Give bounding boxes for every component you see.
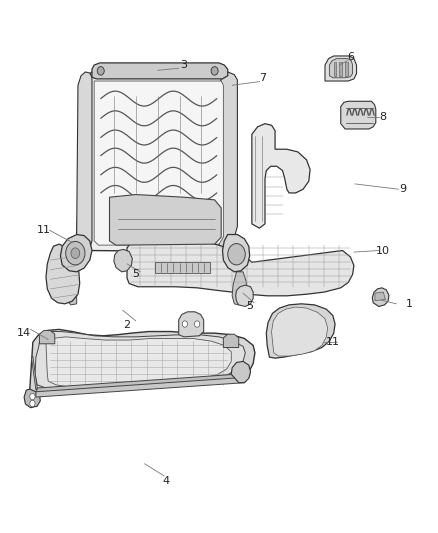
Circle shape [30,393,35,400]
Polygon shape [339,62,342,76]
Polygon shape [24,389,40,408]
Polygon shape [77,72,92,251]
Polygon shape [30,329,255,397]
Polygon shape [372,288,389,306]
Text: 14: 14 [17,328,31,338]
Polygon shape [46,337,231,388]
Polygon shape [114,249,132,272]
Polygon shape [236,285,253,306]
Polygon shape [334,62,336,76]
Polygon shape [77,69,237,252]
Circle shape [71,248,80,259]
Polygon shape [39,330,55,344]
Polygon shape [35,332,245,388]
Circle shape [182,321,187,327]
Polygon shape [36,372,250,397]
Polygon shape [219,72,237,248]
Text: 11: 11 [326,337,340,347]
Circle shape [30,400,35,407]
Text: 11: 11 [37,225,51,235]
Circle shape [66,241,85,265]
Polygon shape [252,124,310,228]
Polygon shape [266,304,335,358]
Circle shape [211,67,218,75]
Polygon shape [94,81,223,245]
Circle shape [228,244,245,265]
Polygon shape [32,356,37,390]
Text: 1: 1 [406,299,413,309]
Polygon shape [110,195,221,245]
Polygon shape [325,56,357,81]
Polygon shape [92,63,228,79]
Text: 9: 9 [399,184,406,194]
Polygon shape [179,312,204,337]
Text: 4: 4 [163,477,170,486]
Text: 6: 6 [347,52,354,62]
Polygon shape [155,262,210,273]
Polygon shape [231,361,251,383]
Polygon shape [223,235,250,272]
Circle shape [194,321,200,327]
Polygon shape [127,240,354,296]
Text: 5: 5 [132,270,139,279]
Polygon shape [272,307,328,356]
Polygon shape [329,59,353,78]
Polygon shape [46,244,80,304]
Polygon shape [223,334,239,348]
Circle shape [97,67,104,75]
Text: 2: 2 [124,320,131,330]
Polygon shape [345,62,348,76]
Polygon shape [341,101,376,129]
Polygon shape [36,374,237,394]
Text: 7: 7 [259,74,266,83]
Polygon shape [64,271,77,305]
Text: 8: 8 [380,112,387,122]
Polygon shape [375,292,385,301]
Text: 3: 3 [180,60,187,70]
Text: 5: 5 [246,302,253,311]
Polygon shape [60,235,92,272]
Text: 10: 10 [376,246,390,255]
Polygon shape [232,272,247,305]
